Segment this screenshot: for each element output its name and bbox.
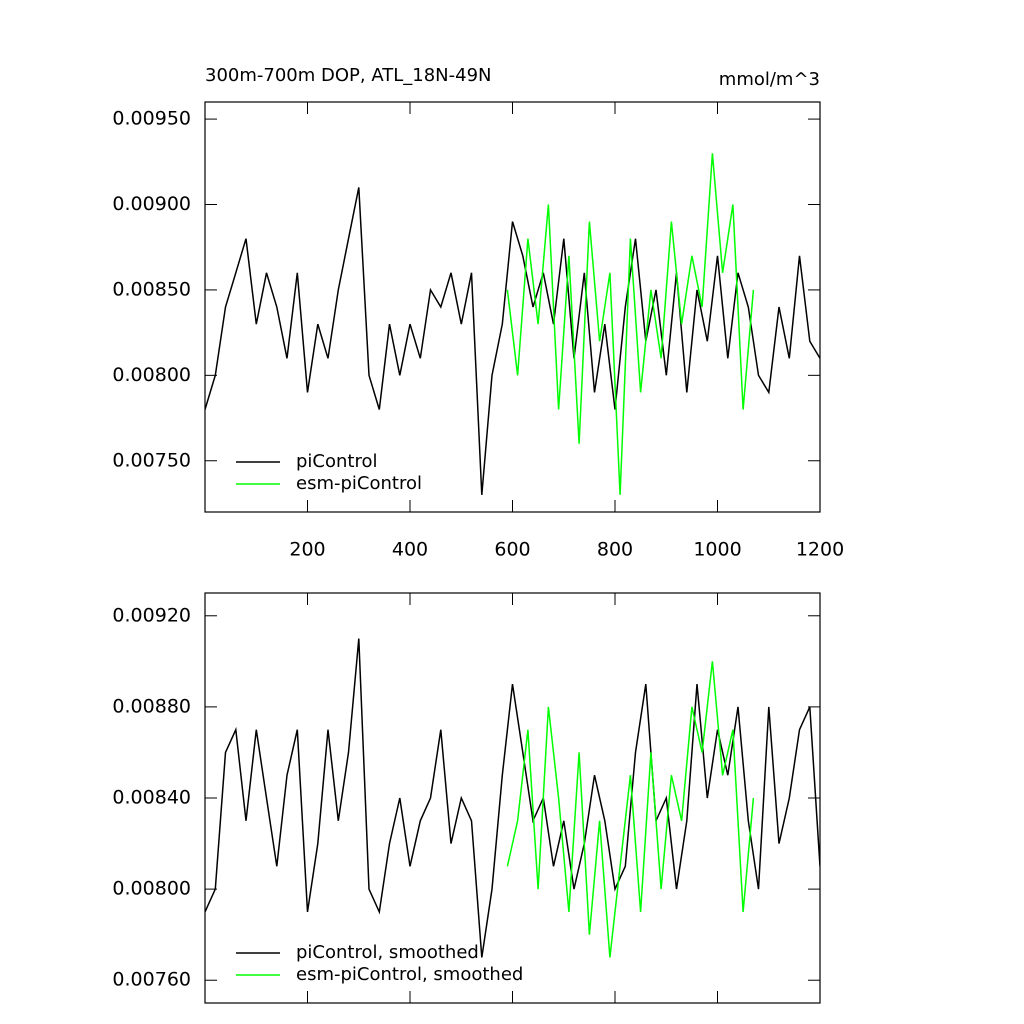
y-tick-label: 0.00840 — [112, 787, 191, 809]
y-tick-label: 0.00760 — [112, 969, 191, 991]
y-tick-label: 0.00850 — [112, 278, 191, 300]
y-tick-label: 0.00800 — [112, 878, 191, 900]
x-tick-label: 1200 — [796, 539, 844, 561]
y-tick-label: 0.00900 — [112, 193, 191, 215]
chart-title: 300m-700m DOP, ATL_18N-49N — [205, 65, 492, 86]
y-tick-label: 0.00750 — [112, 449, 191, 471]
series-line — [506, 153, 755, 495]
y-tick-label: 0.00880 — [112, 695, 191, 717]
legend-label: esm-piControl — [296, 473, 422, 494]
y-tick-label: 0.00800 — [112, 364, 191, 386]
x-tick-label: 600 — [494, 539, 530, 561]
legend-label: esm-piControl, smoothed — [296, 964, 523, 985]
x-tick-label: 200 — [289, 539, 325, 561]
legend-label: piControl — [296, 451, 378, 472]
series-line — [506, 661, 755, 958]
series-line — [205, 638, 820, 958]
x-tick-label: 1000 — [693, 539, 741, 561]
unit-label: mmol/m^3 — [719, 69, 820, 90]
y-tick-label: 0.00920 — [112, 604, 191, 626]
series-line — [205, 187, 820, 495]
plot-frame — [204, 101, 821, 513]
plot-frame — [204, 592, 821, 1004]
legend-label: piControl, smoothed — [296, 942, 479, 963]
x-tick-label: 400 — [392, 539, 428, 561]
x-tick-label: 800 — [597, 539, 633, 561]
y-tick-label: 0.00950 — [112, 108, 191, 130]
